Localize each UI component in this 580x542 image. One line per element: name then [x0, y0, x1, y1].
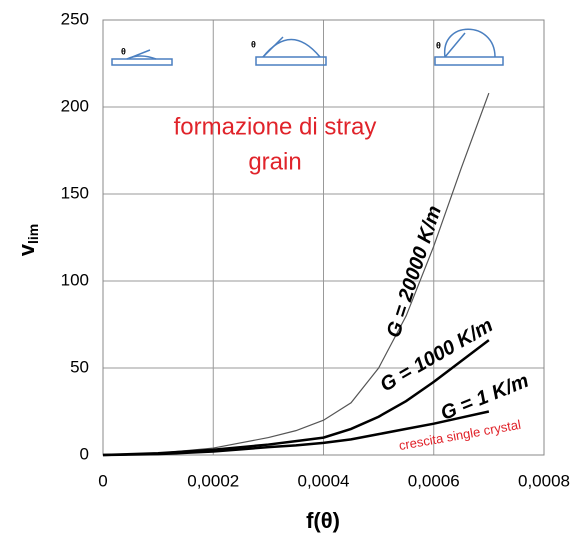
series-line — [102, 92, 490, 456]
y-tick-label: 100 — [61, 270, 89, 289]
tangent — [444, 32, 466, 58]
annotation: formazione di stray — [174, 113, 377, 140]
y-tick-label: 250 — [61, 9, 89, 28]
substrate — [434, 56, 504, 66]
y-axis-label: vlim — [14, 224, 41, 256]
annotation: crescita single crystal — [398, 417, 522, 453]
x-tick-label: 0,0004 — [298, 471, 350, 490]
y-tick-label: 50 — [70, 357, 89, 376]
icon-label: θ — [436, 40, 441, 50]
icon-label: θ — [121, 46, 126, 56]
y-axis-label-main: v — [14, 243, 39, 256]
annotation: grain — [248, 148, 301, 175]
x-tick-label: 0,0008 — [518, 471, 570, 490]
y-axis-label-sub: lim — [25, 224, 41, 244]
x-tick-label: 0,0006 — [408, 471, 460, 490]
substrate — [255, 56, 327, 66]
series-line — [102, 410, 490, 457]
tangent — [262, 36, 284, 58]
y-tick-label: 0 — [80, 444, 89, 463]
droplet — [444, 28, 496, 58]
icons — [111, 28, 504, 66]
icon-label: θ — [251, 39, 256, 49]
x-tick-label: 0 — [98, 471, 107, 490]
series-line — [102, 339, 490, 457]
y-tick-label: 150 — [61, 183, 89, 202]
x-tick-label: 0,0002 — [187, 471, 239, 490]
plot-frame — [102, 19, 545, 456]
series-label: G = 20000 K/m — [383, 203, 446, 340]
plot: 0 50 100 150 200 250 0 0,0002 0,0004 0,0006 0,0008… — [61, 9, 570, 490]
y-tick-label: 200 — [61, 96, 89, 115]
tangent — [126, 49, 151, 60]
substrate — [111, 58, 173, 66]
x-axis-label: f(θ) — [306, 508, 340, 533]
